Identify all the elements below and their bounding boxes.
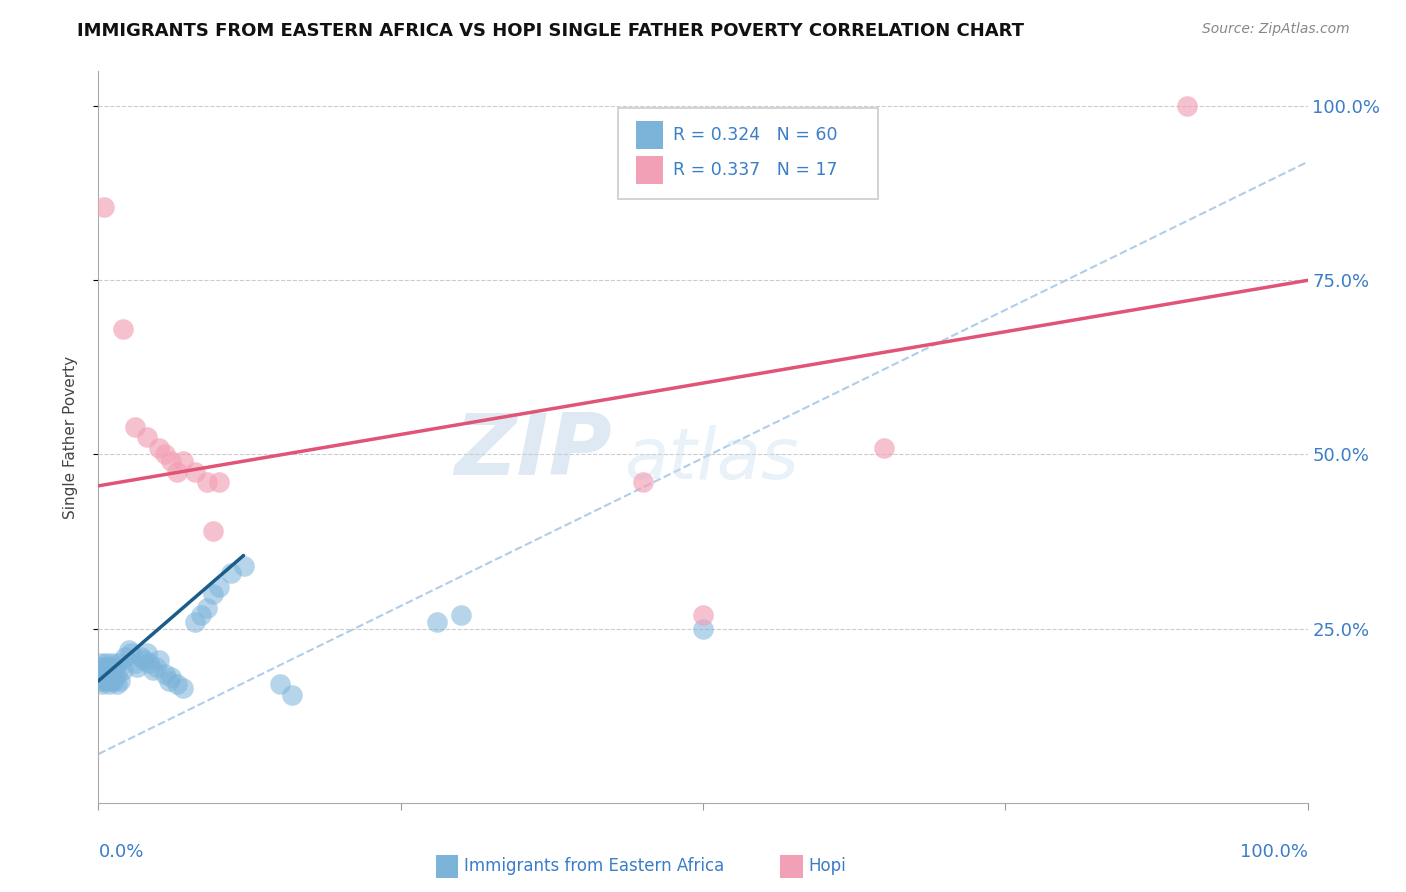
Text: 0.0%: 0.0%: [98, 843, 143, 861]
Point: [91, 667, 114, 681]
FancyBboxPatch shape: [637, 121, 664, 149]
Point: [100, 670, 122, 684]
Point: [118, 642, 141, 657]
Point: [692, 607, 714, 622]
Point: [153, 667, 176, 681]
Point: [129, 649, 152, 664]
Point: [105, 667, 128, 681]
Text: Hopi: Hopi: [808, 857, 846, 875]
Point: [90, 657, 112, 671]
Point: [100, 673, 122, 688]
Text: IMMIGRANTS FROM EASTERN AFRICA VS HOPI SINGLE FATHER POVERTY CORRELATION CHART: IMMIGRANTS FROM EASTERN AFRICA VS HOPI S…: [77, 22, 1025, 40]
Text: ZIP: ZIP: [454, 410, 613, 493]
Point: [135, 646, 157, 660]
Point: [103, 667, 125, 681]
Point: [124, 657, 146, 671]
Point: [142, 664, 165, 678]
Point: [120, 646, 142, 660]
Point: [426, 615, 449, 629]
Point: [148, 441, 170, 455]
Point: [114, 649, 136, 664]
Point: [111, 322, 134, 336]
Point: [134, 653, 156, 667]
Point: [157, 673, 180, 688]
Point: [97, 660, 120, 674]
Point: [98, 677, 121, 691]
Point: [1175, 99, 1198, 113]
Point: [91, 670, 114, 684]
Point: [108, 673, 131, 688]
Text: 100.0%: 100.0%: [1240, 843, 1308, 861]
Point: [91, 660, 114, 674]
Point: [145, 660, 167, 674]
Point: [172, 454, 194, 468]
Point: [202, 524, 225, 538]
Point: [90, 664, 112, 678]
Point: [96, 673, 118, 688]
Point: [208, 475, 231, 490]
Point: [93, 673, 115, 688]
Point: [160, 454, 183, 468]
Point: [184, 465, 207, 479]
Point: [208, 580, 231, 594]
Point: [281, 688, 304, 702]
Point: [190, 607, 212, 622]
Text: Immigrants from Eastern Africa: Immigrants from Eastern Africa: [464, 857, 724, 875]
Point: [873, 441, 896, 455]
FancyBboxPatch shape: [619, 108, 879, 200]
Point: [111, 664, 134, 678]
Point: [232, 558, 254, 573]
Point: [101, 664, 124, 678]
Point: [166, 677, 188, 691]
Point: [269, 677, 291, 691]
Point: [124, 419, 146, 434]
Point: [631, 475, 654, 490]
Point: [97, 670, 120, 684]
Point: [96, 667, 118, 681]
Point: [450, 607, 472, 622]
Point: [89, 667, 111, 681]
Point: [153, 448, 176, 462]
Text: Source: ZipAtlas.com: Source: ZipAtlas.com: [1202, 22, 1350, 37]
Point: [221, 566, 243, 580]
Point: [148, 653, 170, 667]
Point: [100, 657, 122, 671]
Point: [138, 657, 160, 671]
Point: [184, 615, 207, 629]
Point: [166, 465, 188, 479]
Text: atlas: atlas: [624, 425, 799, 493]
Point: [160, 670, 183, 684]
Point: [94, 657, 117, 671]
Point: [692, 622, 714, 636]
Point: [89, 673, 111, 688]
Text: R = 0.324   N = 60: R = 0.324 N = 60: [672, 126, 837, 144]
Point: [94, 664, 117, 678]
Point: [195, 600, 218, 615]
Point: [104, 660, 127, 674]
Point: [107, 657, 129, 671]
Point: [100, 664, 122, 678]
Point: [93, 200, 115, 214]
Y-axis label: Single Father Poverty: Single Father Poverty: [63, 356, 77, 518]
Point: [98, 667, 121, 681]
Point: [91, 677, 114, 691]
Point: [93, 660, 115, 674]
Point: [202, 587, 225, 601]
Point: [127, 660, 149, 674]
Text: R = 0.337   N = 17: R = 0.337 N = 17: [672, 161, 837, 179]
Point: [195, 475, 218, 490]
Point: [103, 673, 125, 688]
FancyBboxPatch shape: [637, 156, 664, 184]
Point: [172, 681, 194, 695]
Point: [135, 430, 157, 444]
Point: [105, 677, 128, 691]
